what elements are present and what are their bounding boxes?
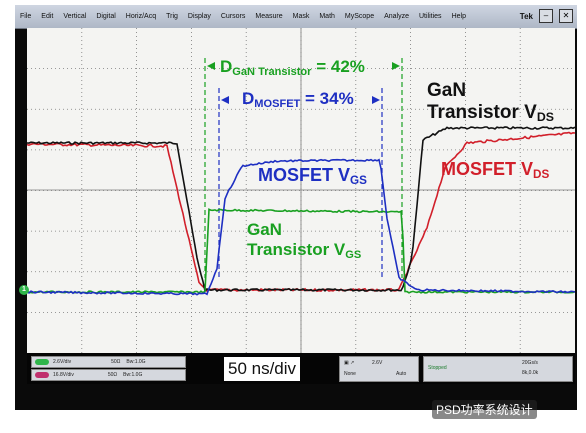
- menu-myscope[interactable]: MyScope: [344, 13, 375, 20]
- gan-duty-label: DGaN Transistor = 42%: [220, 57, 365, 78]
- trigger-auto: Auto: [396, 371, 407, 377]
- brand-logo: Tek: [519, 11, 533, 21]
- ch2-tag-icon: [35, 372, 49, 378]
- gan-vds-trace: [27, 126, 575, 293]
- ch1-tag-icon: [35, 359, 49, 365]
- ch1-impedance: 50Ω: [111, 359, 121, 365]
- mosfet-vgs-trace: [27, 158, 575, 296]
- ch1-ground-marker-icon[interactable]: 1: [19, 285, 29, 295]
- mosfet-duty-label: DMOSFET = 34%: [242, 89, 354, 110]
- acq-record-length: 8k,0.0k: [522, 370, 539, 376]
- menu-file[interactable]: File: [20, 13, 32, 20]
- menu-help[interactable]: Help: [451, 13, 466, 20]
- gan-vds-label: GaN Transistor VDS: [427, 80, 554, 124]
- ch2-impedance: 50Ω: [107, 372, 118, 378]
- waveform-display: DGaN Transistor = 42% DMOSFET = 34% GaN T…: [27, 28, 575, 353]
- menu-measure[interactable]: Measure: [255, 13, 283, 20]
- menu-analyze[interactable]: Analyze: [384, 13, 409, 20]
- ch2-scale: 16.8V/div: [53, 372, 74, 378]
- menu-cursors[interactable]: Cursors: [220, 13, 246, 20]
- menu-right-controls: Tek – ✕: [520, 9, 573, 23]
- acquisition-status[interactable]: Stopped 20Gs/s 8k,0.0k: [423, 356, 573, 382]
- mos-arrow-left-icon: [221, 96, 229, 104]
- trigger-level: 2.6V: [372, 360, 383, 366]
- ch1-settings[interactable]: 2.6V/div 50Ω Bw:1.0G: [31, 356, 186, 368]
- acq-sample-rate: 20Gs/s: [522, 360, 538, 366]
- trigger-mode: None: [344, 371, 356, 377]
- status-panel: 2.6V/div 50Ω Bw:1.0G 16.8V/div 50Ω Bw:1.…: [27, 353, 575, 384]
- trigger-settings[interactable]: ▣ ↗ 2.6V None Auto: [339, 356, 419, 382]
- graticule: [27, 28, 575, 353]
- ch1-scale: 2.6V/div: [53, 359, 72, 365]
- gan-vgs-label: GaN Transistor VGS: [247, 220, 362, 261]
- menu-bar: File Edit Vertical Digital Horiz/Acq Tri…: [15, 5, 577, 29]
- trigger-source-icon: ▣ ↗: [344, 360, 355, 366]
- ch2-bandwidth: Bw:1.0G: [123, 372, 143, 378]
- menu-display[interactable]: Display: [187, 13, 211, 20]
- menu-math[interactable]: Math: [319, 13, 335, 20]
- gan-arrow-right-icon: [392, 62, 400, 70]
- menu-utilities[interactable]: Utilities: [419, 13, 442, 20]
- menu-vertical[interactable]: Vertical: [63, 13, 87, 20]
- mos-arrow-right-icon: [372, 96, 380, 104]
- close-icon[interactable]: ✕: [559, 9, 573, 23]
- center-axes: [27, 28, 575, 353]
- acq-state: Stopped: [428, 365, 447, 371]
- minimize-icon[interactable]: –: [539, 9, 553, 23]
- waveform-canvas: [27, 28, 575, 353]
- menu-trig[interactable]: Trig: [166, 13, 178, 20]
- traces: [27, 126, 575, 296]
- mosfet-vds-label: MOSFET VDS: [441, 159, 550, 181]
- menu-horiz-acq[interactable]: Horiz/Acq: [125, 13, 157, 20]
- gan-arrow-left-icon: [207, 62, 215, 70]
- timebase-readout: 50 ns/div: [224, 357, 301, 381]
- menu-mask[interactable]: Mask: [292, 13, 310, 20]
- mosfet-vgs-label: MOSFET VGS: [258, 165, 367, 187]
- watermark: PSD功率系统设计: [432, 400, 537, 419]
- menu-digital[interactable]: Digital: [96, 13, 116, 20]
- ch2-settings[interactable]: 16.8V/div 50Ω Bw:1.0G: [31, 369, 186, 381]
- ch1-bandwidth: Bw:1.0G: [126, 359, 146, 365]
- menu-edit[interactable]: Edit: [41, 13, 54, 20]
